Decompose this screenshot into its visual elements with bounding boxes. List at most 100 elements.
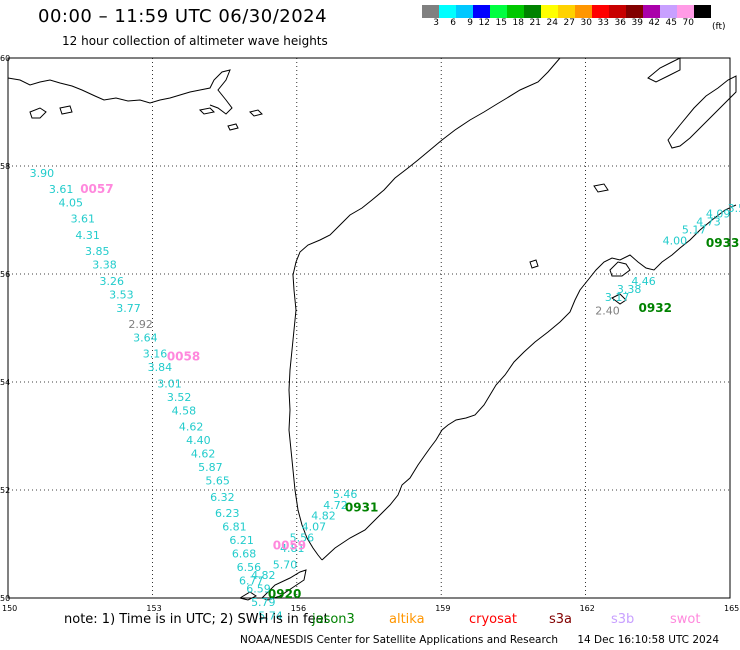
legend-swatch xyxy=(439,5,456,18)
wave-height-value: 4.72 xyxy=(323,499,348,512)
legend-swatch xyxy=(507,5,524,18)
wave-height-labels: 3.903.614.053.614.313.853.383.263.533.77… xyxy=(30,167,740,623)
credit-line: NOAA/NESDIS Center for Satellite Applica… xyxy=(240,634,719,646)
kamchatka-east-coastline xyxy=(321,204,737,561)
satellite-s3a: s3a xyxy=(549,612,573,627)
note: note: 1) Time is in UTC; 2) SWH is in fe… xyxy=(64,612,700,627)
legend-label: 12 xyxy=(478,18,490,28)
small-island xyxy=(59,105,73,115)
wave-height-value: 3.01 xyxy=(157,377,182,390)
legend-label: 39 xyxy=(631,18,643,28)
lon-tick-label: 165 xyxy=(724,604,739,613)
pass-time-label: 0059 xyxy=(273,538,306,552)
pass-time-label: 0931 xyxy=(345,501,378,515)
wave-height-value: 5.70 xyxy=(273,558,298,571)
legend-unit: (ft) xyxy=(712,22,726,32)
legend-label: 21 xyxy=(529,18,541,28)
lon-tick-label: 153 xyxy=(146,604,161,613)
wave-height-value: 3.61 xyxy=(71,213,96,226)
coastline xyxy=(7,57,737,601)
small-island xyxy=(198,107,216,115)
wave-height-value: 3.90 xyxy=(30,167,55,180)
island-outline xyxy=(611,293,627,305)
wave-height-value: 6.59 xyxy=(246,583,271,596)
legend-label: 18 xyxy=(512,18,524,28)
legend-swatch xyxy=(643,5,660,18)
lon-tick-label: 150 xyxy=(2,604,17,613)
lat-tick-label: 58 xyxy=(0,162,10,171)
small-island xyxy=(227,123,239,131)
legend-label: 3 xyxy=(433,18,439,28)
legend-swatch xyxy=(558,5,575,18)
legend-swatch xyxy=(694,5,711,18)
pass-time-label: 0920 xyxy=(268,587,301,601)
legend-swatch xyxy=(524,5,541,18)
satellite-s3b: s3b xyxy=(611,612,635,627)
legend-label: 33 xyxy=(597,18,609,28)
legend-label: 27 xyxy=(563,18,575,28)
wave-height-value: 4.82 xyxy=(251,569,276,582)
wave-height-value: 3.85 xyxy=(85,245,110,258)
wave-height-value: 2.92 xyxy=(128,318,153,331)
wave-height-value: 6.32 xyxy=(210,491,235,504)
wave-height-value: 6.81 xyxy=(222,521,247,534)
legend-swatch xyxy=(575,5,592,18)
wave-height-value: 6.21 xyxy=(229,534,254,547)
wave-height-value: 3.52 xyxy=(167,391,192,404)
wave-height-value: 6.68 xyxy=(232,548,257,561)
island-outline xyxy=(529,259,539,269)
lon-tick-label: 156 xyxy=(291,604,306,613)
wave-height-value: 3.77 xyxy=(116,302,141,315)
kamchatka-coastline xyxy=(288,57,561,561)
lat-tick-label: 56 xyxy=(0,270,10,279)
satellite-altika: altika xyxy=(389,612,425,627)
lat-tick-label: 54 xyxy=(0,378,10,387)
small-island xyxy=(593,183,609,193)
wave-height-value: 4.40 xyxy=(186,434,211,447)
wave-height-value: 5.74 xyxy=(258,610,283,623)
map-frame xyxy=(7,57,731,599)
legend-label: 15 xyxy=(495,18,507,28)
pass-time-label: 0932 xyxy=(639,301,672,315)
legend-label: 6 xyxy=(450,18,456,28)
wave-height-value: 5.46 xyxy=(333,488,358,501)
wave-height-value: 3.38 xyxy=(92,259,117,272)
lon-tick-label: 159 xyxy=(435,604,450,613)
wave-height-value: 3.17 xyxy=(605,291,630,304)
legend-label: 9 xyxy=(467,18,473,28)
lon-tick-label: 162 xyxy=(580,604,595,613)
legend-swatch xyxy=(422,5,439,18)
legend-label: 45 xyxy=(665,18,677,28)
legend-label: 70 xyxy=(682,18,694,28)
legend-swatch xyxy=(473,5,490,18)
page-title: 00:00 – 11:59 UTC 06/30/2024 xyxy=(38,6,328,27)
island-outline xyxy=(609,261,631,277)
wave-height-value: 4.81 xyxy=(280,542,305,555)
lat-tick-label: 52 xyxy=(0,486,10,495)
kuril-island xyxy=(238,591,257,601)
color-legend: 3 6 9 12 15 18 21 24 27 30 33 36 39 42 45 70 (ft) xyxy=(422,5,726,32)
satellite-swot: swot xyxy=(670,612,701,627)
wave-height-value: 5.56 xyxy=(290,531,315,544)
wave-height-value: 4.07 xyxy=(302,521,327,534)
legend-label: 42 xyxy=(648,18,660,28)
small-island xyxy=(29,107,47,119)
wave-height-value: 5.87 xyxy=(198,461,223,474)
wave-height-value: 2.40 xyxy=(595,305,620,318)
legend-swatch xyxy=(626,5,643,18)
legend-label: 30 xyxy=(580,18,592,28)
wave-height-value: 6.23 xyxy=(215,507,240,520)
pass-time-label: 0057 xyxy=(80,182,113,196)
legend-label: 24 xyxy=(546,18,558,28)
satellite-jason3: jason3 xyxy=(312,612,355,627)
wave-height-value: 5.17 xyxy=(682,224,707,237)
satellite-cryosat: cryosat xyxy=(469,612,517,627)
lat-tick-label: 50 xyxy=(0,594,10,603)
lat-tick-label: 60 xyxy=(0,54,10,63)
wave-height-value: 4.82 xyxy=(311,510,336,523)
wave-height-value: 3.84 xyxy=(148,361,173,374)
wave-height-value: 6.56 xyxy=(237,561,262,574)
wave-height-value: 4.62 xyxy=(179,421,204,434)
